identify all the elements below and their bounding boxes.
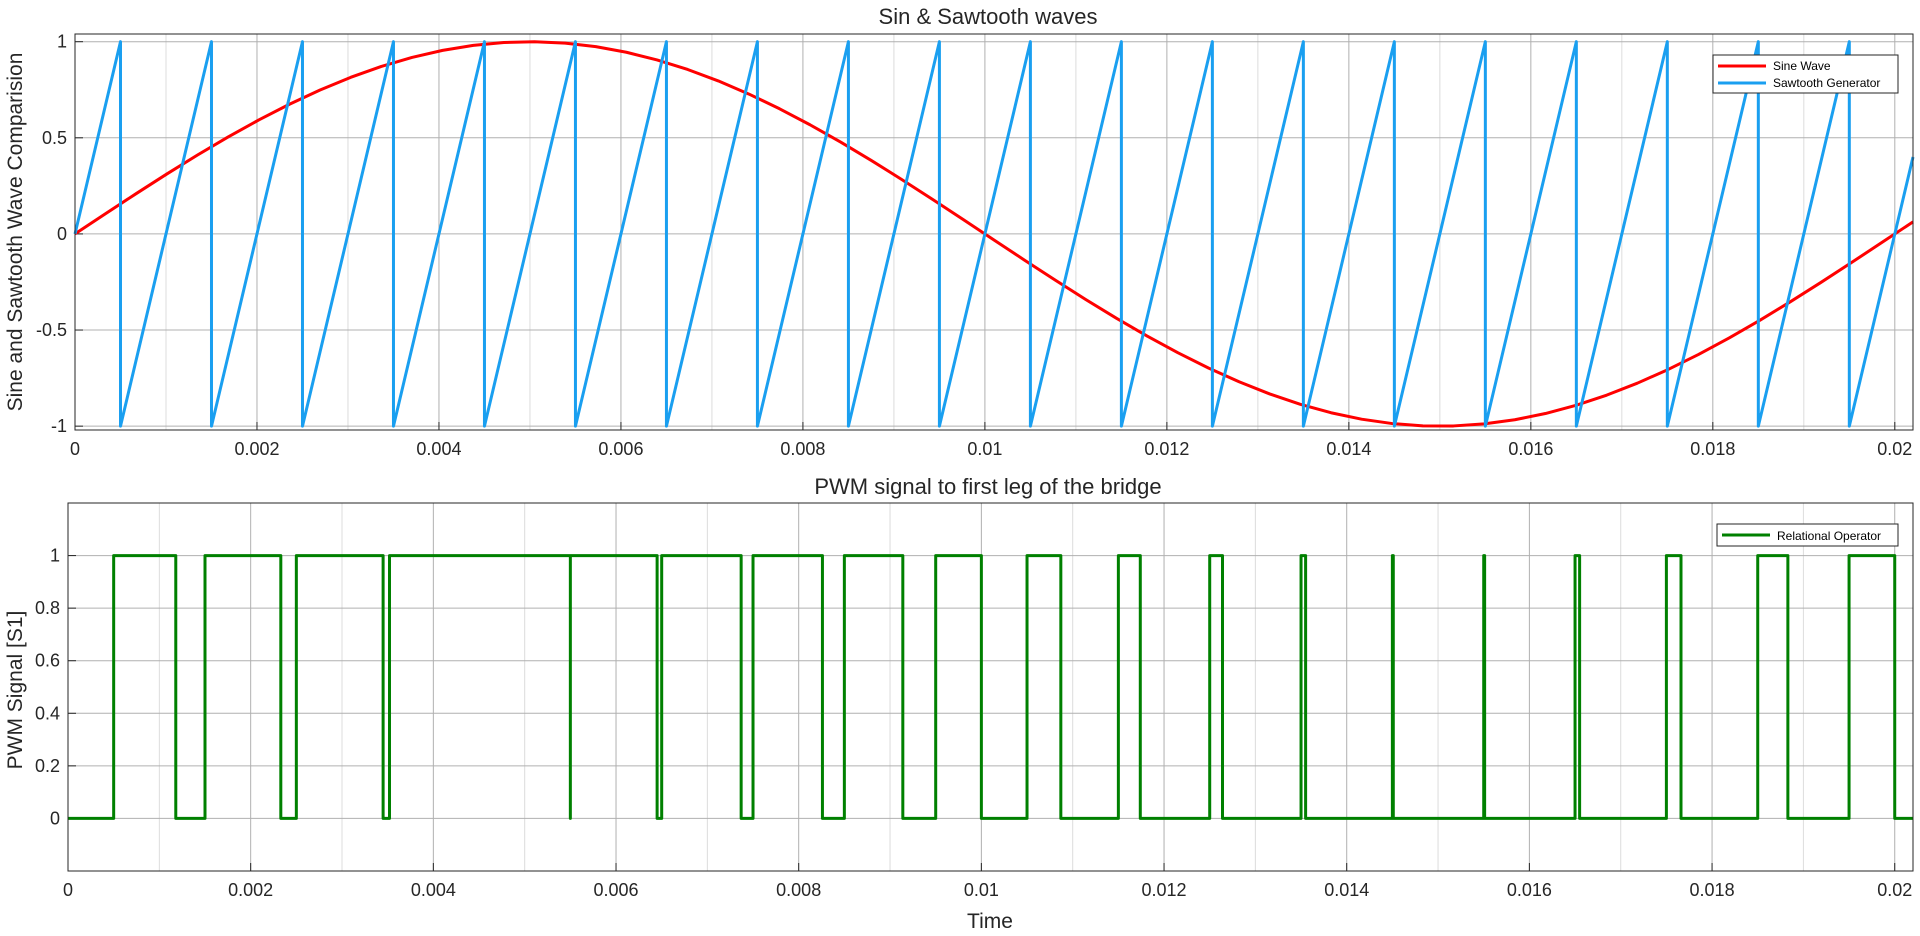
y-axis-ticks: -1 -0.5 0 0.5 1 [36,32,83,436]
sine-sawtooth-chart: Sin & Sawtooth waves Sine and Sawtooth W… [4,4,1915,459]
x-tick-label: 0.014 [1324,880,1369,900]
y-tick-label: 0.8 [35,598,60,618]
x-tick-label: 0.02 [1877,880,1912,900]
legend-label-relational-operator: Relational Operator [1777,529,1881,543]
series-lines [68,554,1913,820]
x-tick-label: 0.004 [411,880,456,900]
y-axis-ticks: 0 0.2 0.4 0.6 0.8 1 [35,546,76,828]
y-tick-label: -1 [51,416,67,436]
legend-label-sine-wave: Sine Wave [1773,59,1831,73]
x-tick-label: 0.014 [1326,439,1371,459]
x-tick-label: 0.008 [776,880,821,900]
plot-area [75,34,1913,430]
series-line-sine-wave [74,40,1914,428]
x-tick-label: 0.012 [1142,880,1187,900]
x-tick-label: 0.006 [593,880,638,900]
x-tick-label: 0.01 [964,880,999,900]
x-tick-label: 0.018 [1690,439,1735,459]
x-tick-label: 0.006 [598,439,643,459]
pwm-signal-chart: PWM signal to first leg of the bridge PW… [4,474,1914,933]
x-tick-label: 0.018 [1690,880,1735,900]
x-tick-label: 0.02 [1877,439,1912,459]
series-line-sawtooth-generator [73,40,1915,428]
y-tick-label: 0.6 [35,651,60,671]
x-tick-label: 0.016 [1508,439,1553,459]
x-axis-ticks: 0 0.002 0.004 0.006 0.008 0.01 0.012 0.014 0.016… [70,422,1912,459]
x-tick-label: 0.008 [780,439,825,459]
legend: Sine Wave Sawtooth Generator [1712,54,1899,94]
x-tick-label: 0.002 [234,439,279,459]
y-tick-label: 0.4 [35,703,60,723]
y-tick-label: 0.2 [35,756,60,776]
legend-box [1712,54,1899,94]
y-tick-label: 0.5 [42,128,67,148]
y-tick-label: -0.5 [36,320,67,340]
series-line-relational-operator [68,554,1913,820]
x-tick-label: 0.01 [967,439,1002,459]
y-tick-label: 1 [50,546,60,566]
series-lines [73,40,1915,428]
x-tick-label: 0 [63,880,73,900]
legend: Relational Operator [1716,523,1899,547]
x-axis-label: Time [967,910,1013,933]
y-tick-label: 1 [57,32,67,52]
plot-area [68,503,1913,871]
x-tick-label: 0.012 [1144,439,1189,459]
y-tick-label: 0 [57,224,67,244]
x-tick-label: 0.004 [416,439,461,459]
x-tick-label: 0.016 [1507,880,1552,900]
plot-frame [74,33,1914,431]
legend-label-sawtooth-generator: Sawtooth Generator [1773,76,1880,90]
y-axis-label: PWM Signal [S1] [4,611,27,770]
legend-box [1716,523,1899,547]
x-axis-ticks: 0 0.002 0.004 0.006 0.008 0.01 0.012 0.014 0.016… [63,863,1912,900]
chart-title: Sin & Sawtooth waves [879,4,1098,29]
x-tick-label: 0.002 [228,880,273,900]
y-axis-label: Sine and Sawtooth Wave Comparision [4,53,27,412]
y-tick-label: 0 [50,808,60,828]
plot-frame [67,502,1914,872]
x-tick-label: 0 [70,439,80,459]
chart-title: PWM signal to first leg of the bridge [814,474,1161,499]
